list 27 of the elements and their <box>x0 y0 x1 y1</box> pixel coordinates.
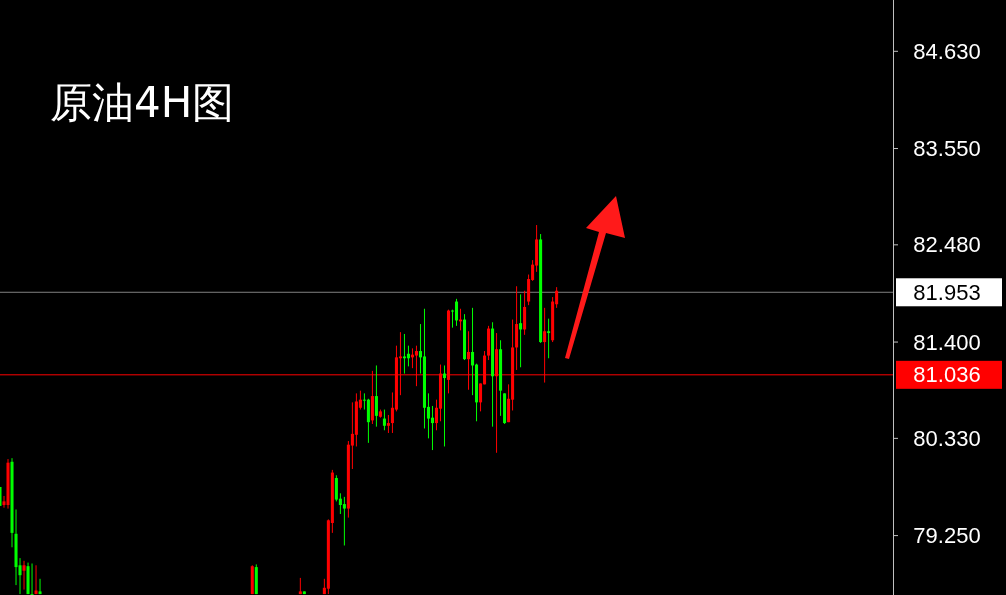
candlestick <box>374 364 378 428</box>
candlestick <box>515 285 519 371</box>
candlestick <box>402 333 406 375</box>
candlestick <box>386 414 390 434</box>
text: 原油4H图 <box>50 78 235 127</box>
y-tick-label: 84.630 <box>913 38 981 64</box>
y-tick-label: 82.480 <box>913 232 981 258</box>
candlestick <box>454 298 459 327</box>
candlestick <box>382 409 386 431</box>
candlestick <box>430 405 435 451</box>
candlestick <box>547 318 551 359</box>
candlestick <box>471 307 475 396</box>
candlestick <box>30 562 34 595</box>
y-tick-label: 80.330 <box>913 425 981 451</box>
candlestick <box>366 398 370 444</box>
ref-line-label: 81.953 <box>913 279 981 305</box>
ref-line-label: 81.036 <box>913 362 981 388</box>
candlestick <box>34 564 38 595</box>
candlestick <box>519 293 523 368</box>
candlestick <box>523 290 527 336</box>
y-tick-label: 81.400 <box>913 329 981 355</box>
y-tick-label: 79.250 <box>913 523 981 549</box>
candlestick <box>22 560 26 591</box>
y-tick-label: 83.550 <box>913 136 981 162</box>
candlestick <box>38 578 42 595</box>
candlestick <box>334 474 338 502</box>
candlestick <box>342 496 346 546</box>
